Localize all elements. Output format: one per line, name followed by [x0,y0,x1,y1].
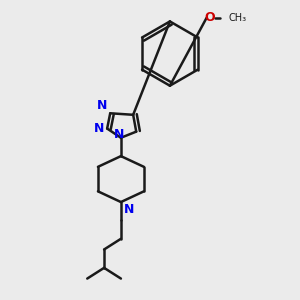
Text: O: O [204,11,215,24]
Text: N: N [94,122,104,135]
Text: N: N [97,99,107,112]
Text: N: N [114,128,124,141]
Text: CH₃: CH₃ [228,13,246,23]
Text: N: N [124,203,134,216]
